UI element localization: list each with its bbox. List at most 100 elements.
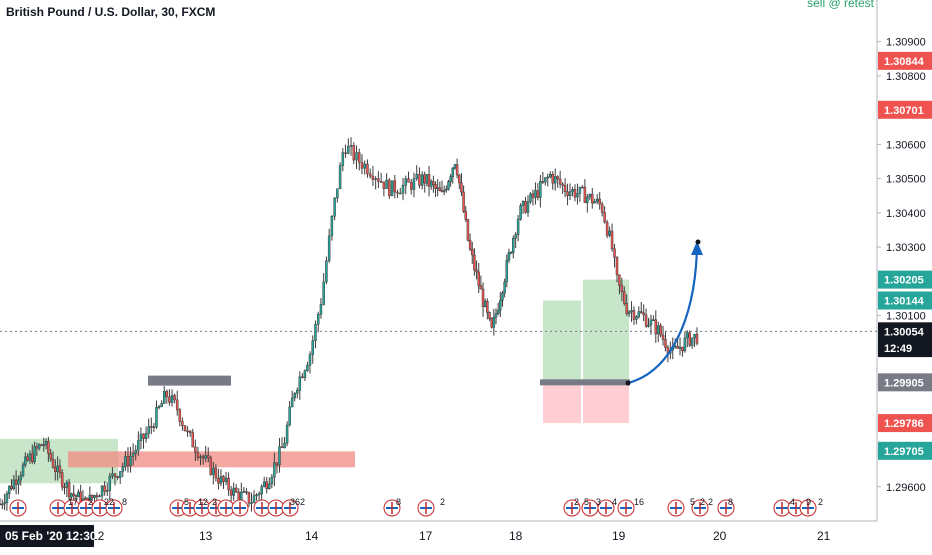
candle-body bbox=[473, 254, 476, 271]
candle-body bbox=[240, 491, 243, 501]
candle-body bbox=[486, 301, 489, 313]
event-count-label: 36 bbox=[290, 497, 300, 507]
candle-body bbox=[475, 269, 478, 273]
candle-body bbox=[229, 489, 233, 496]
candle-body bbox=[285, 424, 289, 444]
candle-body bbox=[121, 466, 125, 472]
candle-body bbox=[688, 332, 691, 346]
candle-body bbox=[65, 482, 69, 488]
candle-body bbox=[163, 391, 166, 404]
candle-body bbox=[280, 446, 284, 449]
time-cursor-tag bbox=[0, 525, 94, 547]
price-tag-label: 1.30205 bbox=[884, 275, 924, 287]
candle-body bbox=[654, 319, 658, 335]
candle-body bbox=[488, 312, 491, 319]
candle-body bbox=[423, 174, 426, 184]
x-tick-label: 19 bbox=[612, 529, 626, 543]
candle-body bbox=[544, 177, 547, 183]
candle-body bbox=[664, 339, 667, 348]
candle-body bbox=[268, 483, 271, 489]
candle-body bbox=[296, 389, 299, 394]
event-count-label: 17 bbox=[68, 497, 78, 507]
candle-body bbox=[442, 189, 446, 192]
candle-body bbox=[63, 486, 66, 489]
candle-body bbox=[290, 397, 294, 408]
candle-body bbox=[175, 399, 179, 411]
candle-body bbox=[505, 259, 509, 283]
candle-body bbox=[499, 300, 502, 311]
candle-body bbox=[613, 248, 616, 258]
candle-body bbox=[327, 235, 331, 262]
candle-body bbox=[595, 198, 599, 202]
price-tag-label: 1.29705 bbox=[884, 446, 924, 458]
price-tag bbox=[878, 339, 932, 358]
candle-body bbox=[576, 193, 579, 198]
x-tick-label: 12 bbox=[91, 529, 105, 543]
candle-body bbox=[436, 187, 439, 190]
candle-body bbox=[77, 491, 80, 498]
candle-body bbox=[90, 494, 94, 499]
candle-body bbox=[432, 181, 435, 185]
price-tag bbox=[878, 100, 932, 119]
entry-point bbox=[625, 380, 631, 386]
candle-body bbox=[217, 477, 220, 484]
candle-body bbox=[35, 446, 39, 449]
candle-body bbox=[247, 491, 251, 504]
candle-body bbox=[656, 325, 660, 335]
candle-body bbox=[630, 310, 633, 313]
candle-body bbox=[344, 152, 347, 154]
candle-body bbox=[415, 174, 418, 179]
candle-body bbox=[194, 446, 197, 453]
candle-body bbox=[551, 174, 554, 184]
candle-body bbox=[427, 174, 431, 187]
candle-body bbox=[409, 182, 413, 190]
candle-body bbox=[374, 178, 377, 180]
candle-body bbox=[578, 186, 582, 194]
candle-body bbox=[512, 238, 515, 253]
candle-body bbox=[360, 162, 364, 169]
candle-body bbox=[160, 403, 163, 407]
candle-body bbox=[224, 477, 228, 482]
candle-body bbox=[31, 453, 34, 462]
candle-body bbox=[316, 314, 320, 325]
candle-body bbox=[74, 495, 78, 498]
x-tick-label: 17 bbox=[419, 529, 433, 543]
candle-body bbox=[479, 285, 483, 290]
candle-body bbox=[492, 317, 496, 328]
candle-body bbox=[278, 446, 281, 466]
candle-body bbox=[583, 186, 587, 204]
candle-body bbox=[262, 481, 266, 487]
candle-body bbox=[610, 230, 614, 250]
candle-body bbox=[503, 281, 506, 294]
candle-body bbox=[377, 178, 380, 182]
entry-line bbox=[540, 379, 630, 386]
candle-body bbox=[47, 441, 50, 454]
candle-body bbox=[429, 181, 433, 187]
candle-body bbox=[649, 319, 653, 326]
candle-body bbox=[319, 304, 323, 315]
candle-body bbox=[242, 491, 246, 493]
candle-body bbox=[600, 203, 604, 213]
candle-body bbox=[561, 183, 564, 186]
event-count-label: 2 bbox=[212, 497, 217, 507]
candle-body bbox=[173, 395, 176, 401]
stop-loss-zone-1 bbox=[543, 382, 581, 424]
candle-body bbox=[382, 181, 386, 189]
candle-body bbox=[458, 174, 461, 184]
candle-body bbox=[462, 191, 465, 212]
candle-body bbox=[396, 191, 399, 194]
candle-body bbox=[477, 271, 480, 286]
candle-body bbox=[399, 192, 402, 195]
candle-body bbox=[186, 430, 189, 433]
candle-body bbox=[222, 476, 225, 482]
price-tag bbox=[878, 373, 932, 392]
candle-body bbox=[188, 430, 192, 434]
candle-body bbox=[58, 465, 62, 473]
candle-body bbox=[260, 486, 263, 495]
candle-body bbox=[681, 346, 684, 352]
take-profit-zone-1 bbox=[543, 300, 581, 383]
candle-body bbox=[615, 257, 619, 276]
candle-body bbox=[464, 211, 468, 220]
